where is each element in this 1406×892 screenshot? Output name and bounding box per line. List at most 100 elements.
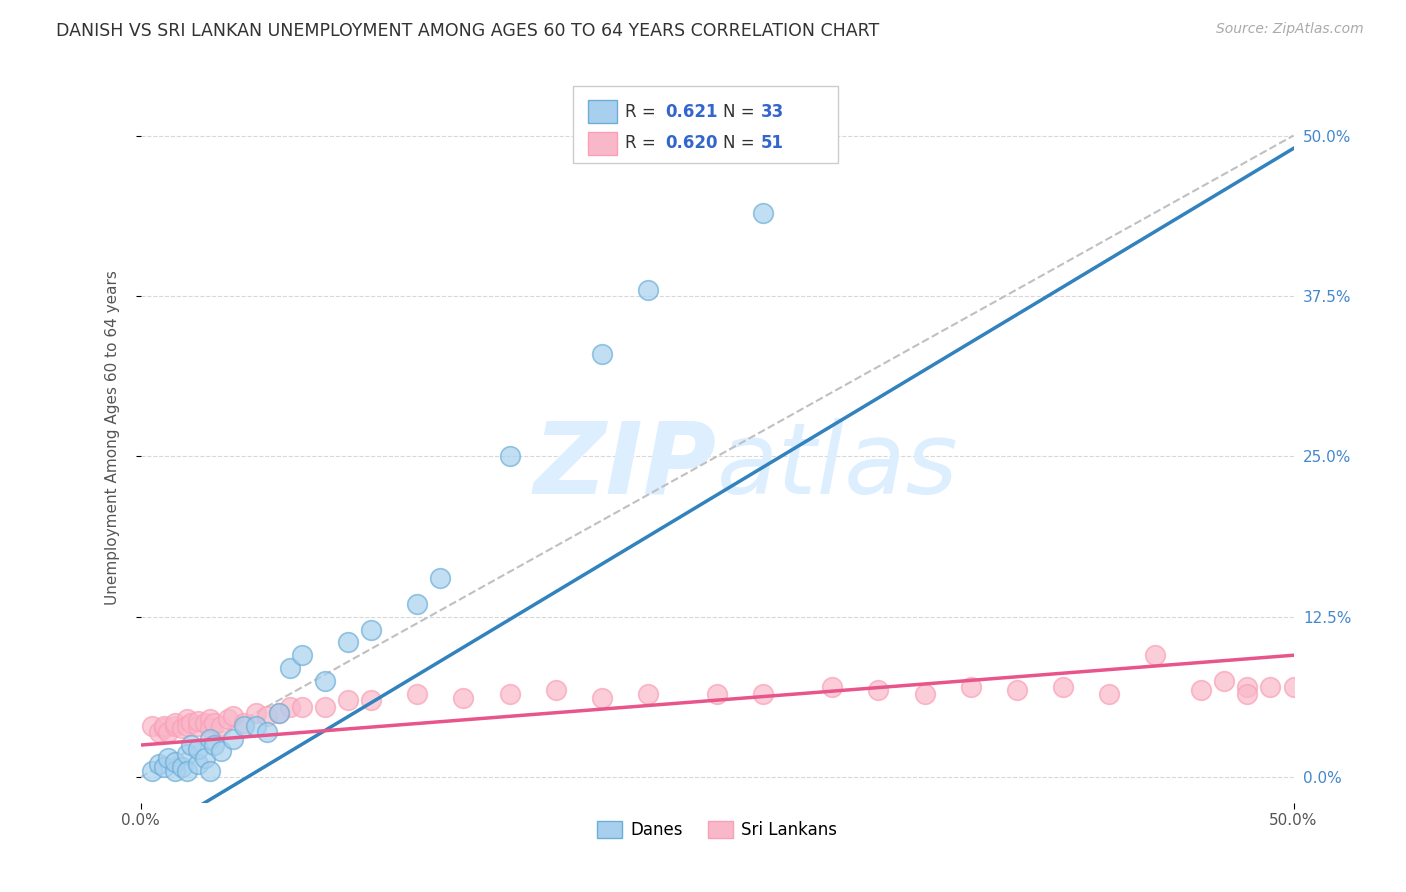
Point <box>198 722 221 736</box>
Point <box>637 283 659 297</box>
Point <box>172 722 194 736</box>
FancyBboxPatch shape <box>574 86 838 163</box>
Point <box>337 693 360 707</box>
Point <box>222 731 245 746</box>
Text: 0.621: 0.621 <box>665 103 717 120</box>
Point <box>267 706 290 720</box>
Text: ZIP: ZIP <box>534 417 717 515</box>
Point <box>1236 681 1258 695</box>
Point <box>821 681 844 695</box>
Point <box>202 738 225 752</box>
Point <box>222 708 245 723</box>
Point <box>959 681 981 695</box>
Text: 33: 33 <box>761 103 785 120</box>
Point <box>245 719 267 733</box>
Point <box>176 719 198 733</box>
Text: N =: N = <box>723 103 759 120</box>
Point <box>280 661 302 675</box>
Point <box>256 708 278 723</box>
Point <box>637 687 659 701</box>
Point <box>706 687 728 701</box>
Point <box>291 699 314 714</box>
Point <box>172 760 194 774</box>
Point <box>1213 673 1236 688</box>
Text: N =: N = <box>723 135 759 153</box>
Point <box>165 755 187 769</box>
Point <box>406 597 429 611</box>
Point <box>165 719 187 733</box>
Point <box>176 712 198 726</box>
Bar <box>588 132 617 155</box>
Bar <box>588 100 617 123</box>
Point <box>360 623 382 637</box>
Point <box>198 764 221 778</box>
Point <box>187 742 209 756</box>
Point <box>180 738 202 752</box>
Point <box>591 690 613 705</box>
Point <box>752 205 775 219</box>
Point <box>1260 681 1282 695</box>
Point <box>187 719 209 733</box>
Point <box>1005 682 1028 697</box>
Point <box>194 751 217 765</box>
Text: DANISH VS SRI LANKAN UNEMPLOYMENT AMONG AGES 60 TO 64 YEARS CORRELATION CHART: DANISH VS SRI LANKAN UNEMPLOYMENT AMONG … <box>56 22 880 40</box>
Point <box>1282 681 1305 695</box>
Point <box>280 699 302 714</box>
Point <box>217 712 239 726</box>
Point <box>233 716 256 731</box>
Point <box>1144 648 1167 663</box>
Point <box>498 450 520 464</box>
Point <box>1189 682 1212 697</box>
Point <box>752 687 775 701</box>
Text: 0.620: 0.620 <box>665 135 717 153</box>
Point <box>194 716 217 731</box>
Point <box>187 757 209 772</box>
Y-axis label: Unemployment Among Ages 60 to 64 years: Unemployment Among Ages 60 to 64 years <box>105 269 120 605</box>
Point <box>152 719 174 733</box>
Point <box>1098 687 1121 701</box>
Point <box>429 571 451 585</box>
Point <box>209 719 232 733</box>
Point <box>165 716 187 731</box>
Text: R =: R = <box>624 103 661 120</box>
Point <box>1052 681 1074 695</box>
Point <box>141 764 163 778</box>
Point <box>209 744 232 758</box>
Point <box>914 687 936 701</box>
Point <box>202 716 225 731</box>
Point <box>165 764 187 778</box>
Point <box>453 690 475 705</box>
Point <box>233 719 256 733</box>
Point <box>176 747 198 761</box>
Point <box>152 760 174 774</box>
Point <box>176 764 198 778</box>
Point <box>180 716 202 731</box>
Point <box>148 725 170 739</box>
Point <box>337 635 360 649</box>
Point <box>314 699 336 714</box>
Point <box>157 725 180 739</box>
Point <box>406 687 429 701</box>
Point <box>1236 687 1258 701</box>
Point <box>187 714 209 728</box>
Point <box>267 706 290 720</box>
Legend: Danes, Sri Lankans: Danes, Sri Lankans <box>591 814 844 846</box>
Point <box>360 693 382 707</box>
Point <box>498 687 520 701</box>
Point <box>141 719 163 733</box>
Point <box>314 673 336 688</box>
Text: R =: R = <box>624 135 661 153</box>
Point <box>198 731 221 746</box>
Point <box>291 648 314 663</box>
Point <box>544 682 567 697</box>
Point <box>157 751 180 765</box>
Text: Source: ZipAtlas.com: Source: ZipAtlas.com <box>1216 22 1364 37</box>
Text: 51: 51 <box>761 135 785 153</box>
Point <box>148 757 170 772</box>
Point <box>152 722 174 736</box>
Point <box>198 712 221 726</box>
Point <box>591 346 613 360</box>
Point <box>245 706 267 720</box>
Point <box>256 725 278 739</box>
Text: atlas: atlas <box>717 417 959 515</box>
